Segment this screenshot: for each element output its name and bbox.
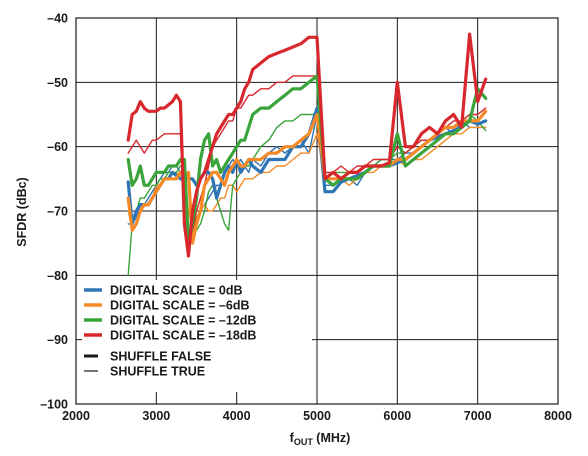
x-tick-label: 8000 bbox=[544, 409, 572, 423]
x-axis-label-unit: (MHz) bbox=[313, 431, 351, 445]
y-tick-label: –50 bbox=[47, 76, 68, 90]
legend-label: DIGITAL SCALE = –18dB bbox=[110, 329, 256, 343]
x-tick-label: 3000 bbox=[142, 409, 170, 423]
x-axis-label-sub: OUT bbox=[294, 437, 314, 447]
y-tick-label: –80 bbox=[47, 269, 68, 283]
y-tick-label: –100 bbox=[40, 398, 68, 412]
x-tick-label: 2000 bbox=[62, 409, 90, 423]
plot-frame bbox=[75, 17, 559, 405]
legend-style-label: SHUFFLE TRUE bbox=[110, 365, 205, 379]
y-tick-label: –60 bbox=[47, 140, 68, 154]
x-tick-label: 4000 bbox=[223, 409, 251, 423]
series-line-digital-scale-18db-shuffle-true bbox=[127, 75, 487, 238]
x-tick-label: 5000 bbox=[303, 409, 331, 423]
legend-label: DIGITAL SCALE = –12dB bbox=[110, 314, 256, 328]
y-tick-label: –40 bbox=[47, 12, 68, 26]
x-axis-label: fOUT (MHz) bbox=[290, 431, 351, 447]
x-axis-label-main: f bbox=[290, 431, 295, 445]
legend-background bbox=[82, 280, 312, 392]
tick-labels: 2000 3000 4000 5000 6000 7000 8000 –40 –50 –60 –70… bbox=[40, 12, 572, 424]
x-tick-label: 7000 bbox=[464, 409, 492, 423]
series-line-digital-scale-12db-shuffle-false bbox=[126, 74, 488, 245]
x-tick-label: 6000 bbox=[383, 409, 411, 423]
y-axis-label: SFDR (dBc) bbox=[15, 177, 29, 246]
series-line-digital-scale-18db-shuffle-false bbox=[126, 32, 488, 258]
legend-style-label: SHUFFLE FALSE bbox=[110, 350, 211, 364]
legend-label: DIGITAL SCALE = –6dB bbox=[110, 299, 250, 313]
legend-label: DIGITAL SCALE = 0dB bbox=[110, 284, 243, 298]
y-tick-label: –70 bbox=[47, 205, 68, 219]
series-layer bbox=[126, 32, 488, 276]
y-tick-label: –90 bbox=[47, 333, 68, 347]
